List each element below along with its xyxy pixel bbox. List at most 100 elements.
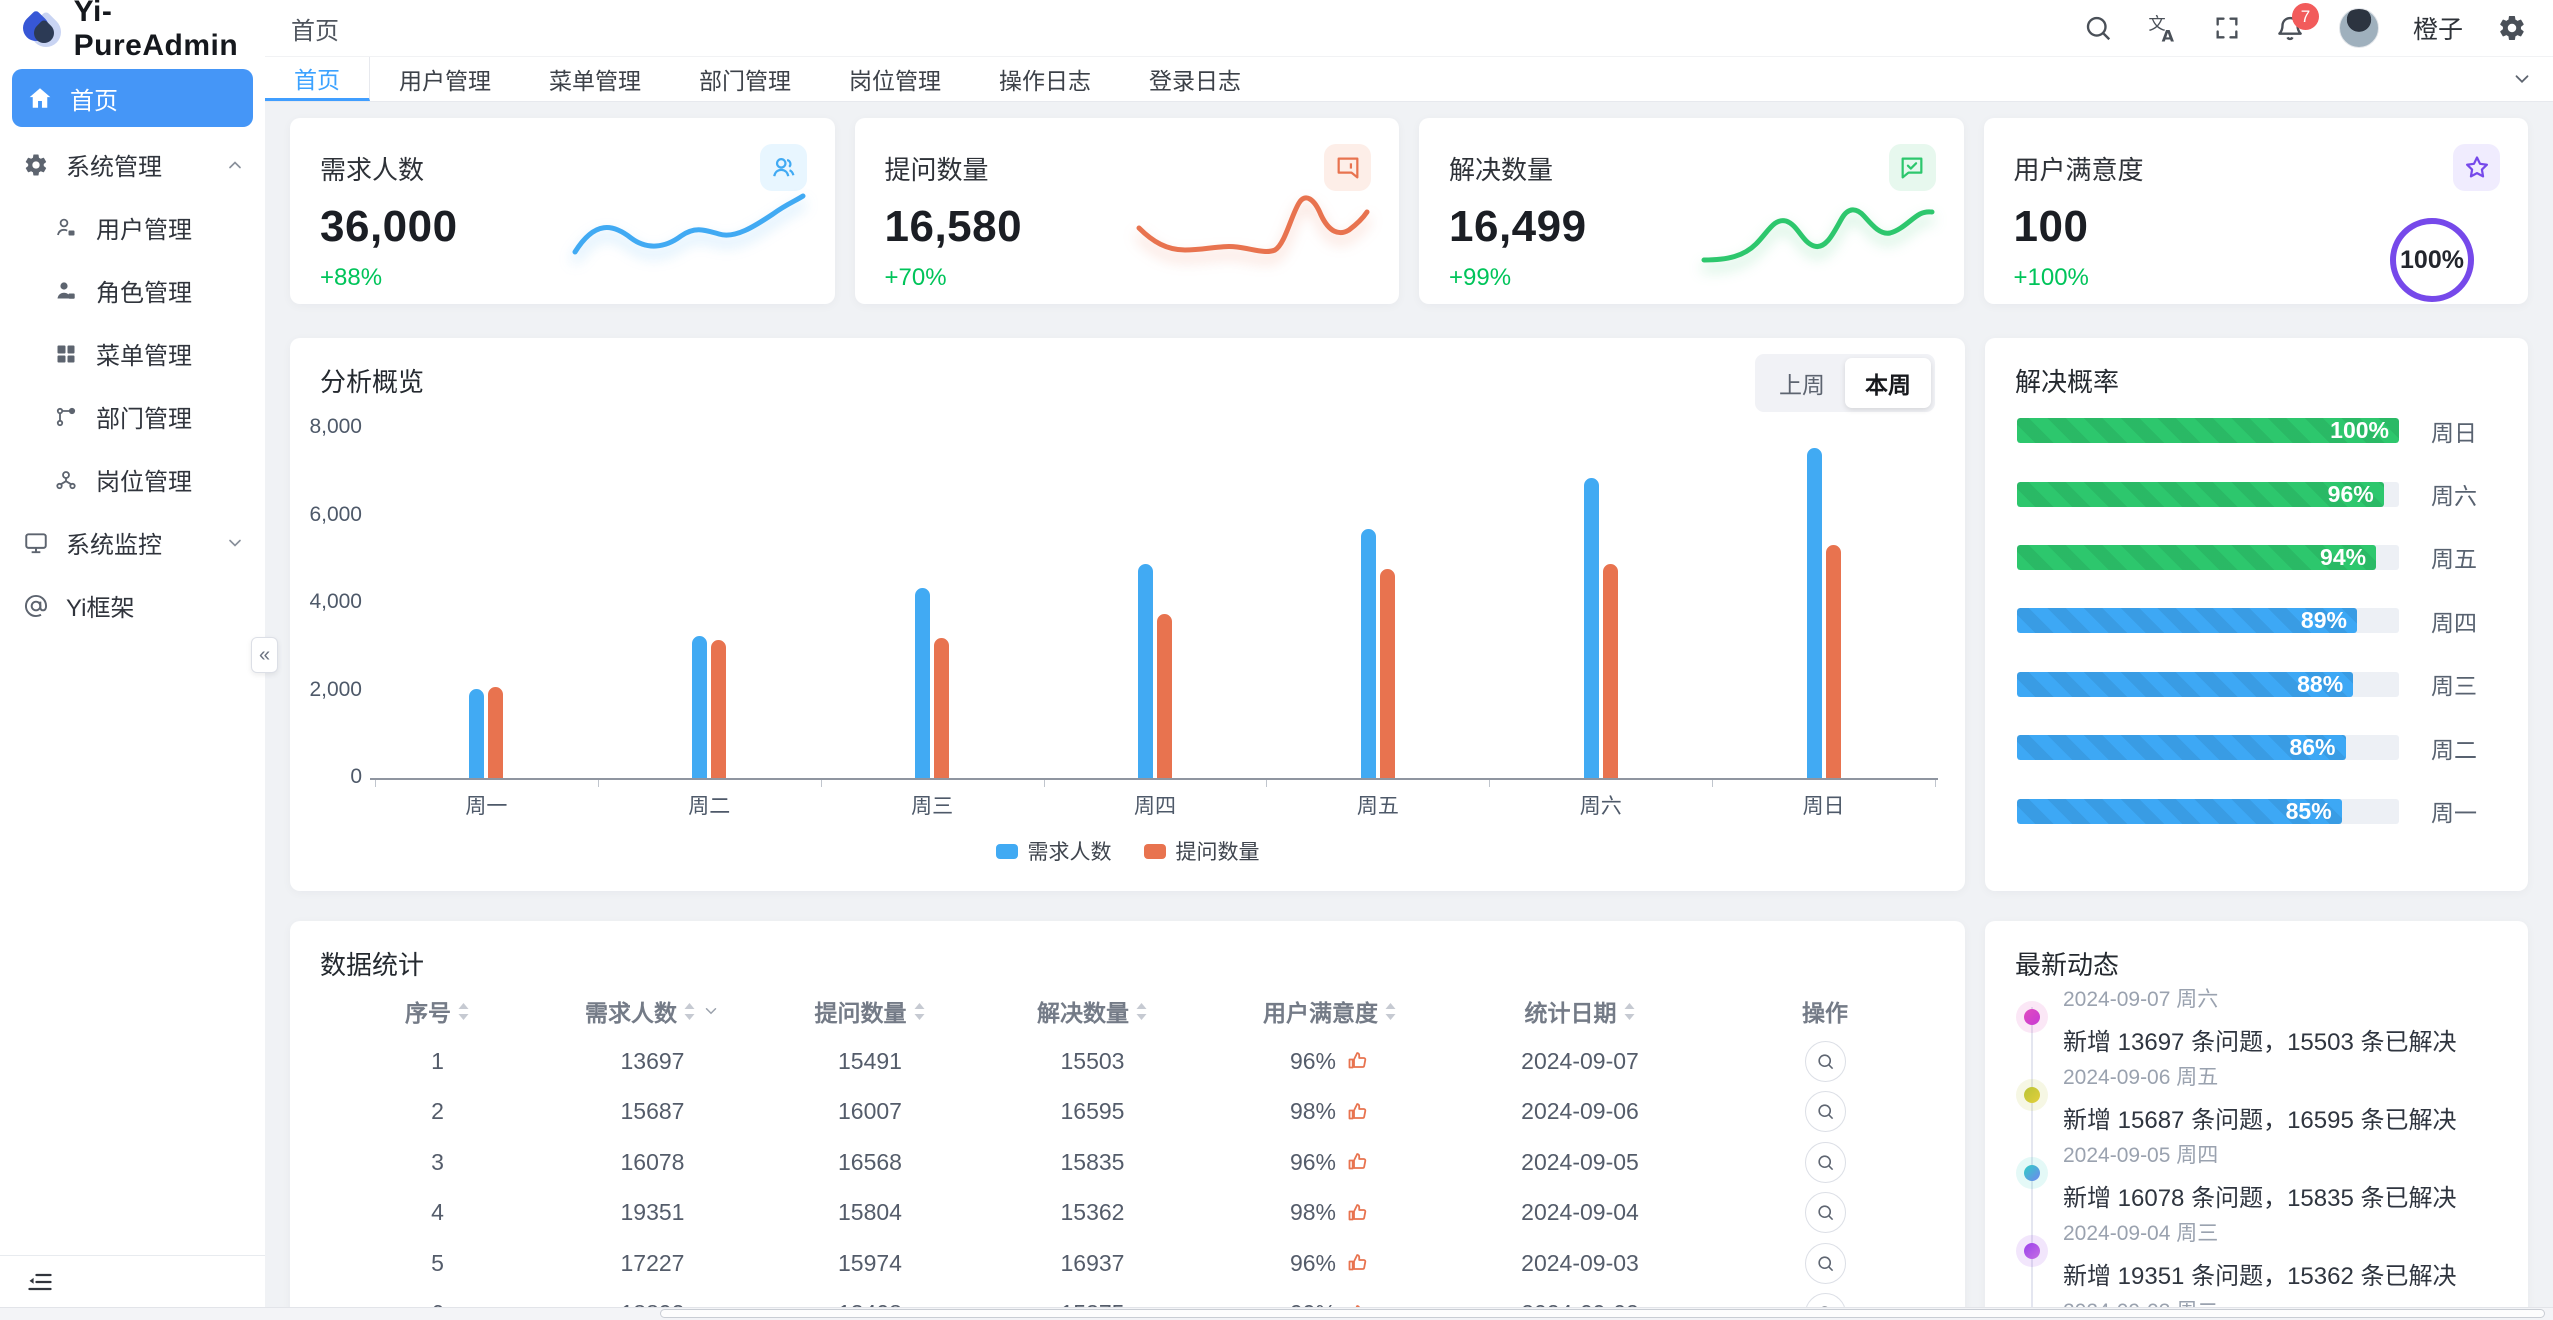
timeline-item: 2024-09-04 周三 新增 19351 条问题，15362 条已解决 <box>2024 1217 2508 1295</box>
progress-row: 89% 周四 <box>2017 589 2508 652</box>
role-user-icon <box>52 279 80 303</box>
axis-tick <box>375 778 376 787</box>
sidebar-item-label: 部门管理 <box>96 406 192 433</box>
breadcrumb[interactable]: 首页 <box>291 17 339 45</box>
cell-demand: 17227 <box>620 1249 685 1276</box>
stat-card-delta: +100% <box>2013 264 2089 291</box>
tab-item-2[interactable]: 用户管理 <box>399 68 491 94</box>
axis-tick <box>1712 778 1714 787</box>
table-header-cell[interactable]: 需求人数 <box>545 994 760 1028</box>
svg-text:文: 文 <box>2148 14 2165 34</box>
legend-item[interactable]: 需求人数 <box>995 836 1112 866</box>
chart-bar <box>469 688 485 778</box>
cell-action <box>1705 1091 1945 1133</box>
sidebar-item-label: 菜单管理 <box>96 343 192 370</box>
axis-tick <box>1266 778 1268 787</box>
axis-tick <box>1935 778 1936 787</box>
axis-tick <box>820 778 822 787</box>
x-axis-label: 周六 <box>1579 795 1622 818</box>
x-axis-label: 周四 <box>1133 795 1176 818</box>
sidebar-item-system-monitor[interactable]: 系统监控 <box>0 511 265 574</box>
settings-gear-icon[interactable] <box>2497 13 2527 43</box>
cell-no: 1 <box>431 1047 444 1074</box>
x-axis-label: 周一 <box>465 795 508 818</box>
cell-demand: 13697 <box>620 1047 685 1074</box>
thumbs-up-icon <box>1348 1153 1367 1170</box>
view-detail-button[interactable] <box>1804 1192 1846 1234</box>
range-last-week-button[interactable]: 上周 <box>1779 372 1825 398</box>
cell-satisfaction: 96% <box>1205 1149 1455 1176</box>
sidebar-item-dept-mgmt[interactable]: 部门管理 <box>0 385 265 448</box>
view-detail-button[interactable] <box>1804 1141 1846 1183</box>
legend-item[interactable]: 提问数量 <box>1143 836 1260 866</box>
tab-menu-chevron-icon[interactable] <box>2491 57 2553 101</box>
column-label: 操作 <box>1802 1000 1848 1026</box>
progress-track: 89% <box>2017 608 2399 634</box>
tab-item-6[interactable]: 操作日志 <box>999 68 1091 94</box>
progress-day-label: 周六 <box>2431 483 2477 510</box>
progress-track: 86% <box>2017 735 2399 761</box>
username[interactable]: 橙子 <box>2412 16 2463 44</box>
filter-chevron-icon <box>705 1008 717 1015</box>
table-header-cell[interactable]: 解决数量 <box>980 994 1205 1028</box>
sidebar-item-system-mgmt[interactable]: 系统管理 <box>0 133 265 196</box>
tab-bar: 首页 用户管理 菜单管理 部门管理 岗位管理 操作日志 登录日志 <box>265 57 2553 102</box>
progress-track: 100% <box>2017 418 2399 444</box>
view-detail-button[interactable] <box>1804 1091 1846 1133</box>
sidebar-item-yi-framework[interactable]: Yi框架 <box>0 574 265 637</box>
sidebar-item-label: 系统监控 <box>66 532 162 559</box>
search-icon[interactable] <box>2083 13 2113 43</box>
table-header-cell[interactable]: 提问数量 <box>760 994 980 1028</box>
tab-item-4[interactable]: 部门管理 <box>699 68 791 94</box>
bar-chart-plot <box>375 428 1936 787</box>
view-detail-button[interactable] <box>1804 1242 1846 1284</box>
app-title: Yi-PureAdmin <box>73 0 239 62</box>
cell-date: 2024-09-05 <box>1521 1148 1639 1175</box>
table-row: 3 16078 16568 15835 96% 2024-09-05 <box>330 1137 1945 1188</box>
activity-timeline: 2024-09-07 周六 新增 13697 条问题，15503 条已解决 2024… <box>2024 983 2508 1320</box>
sidebar-collapse-button[interactable] <box>0 1255 265 1307</box>
chart-legend: 需求人数 提问数量 <box>290 836 1965 866</box>
avatar[interactable] <box>2338 8 2379 48</box>
notification-bell-icon[interactable]: 7 <box>2275 3 2319 43</box>
tab-item-3[interactable]: 菜单管理 <box>549 68 641 94</box>
sidebar-expand-button[interactable]: « <box>251 637 278 673</box>
chart-bar <box>1157 613 1172 778</box>
horizontal-scrollbar-thumb[interactable] <box>660 1309 2545 1318</box>
sidebar-item-menu-mgmt[interactable]: 菜单管理 <box>0 322 265 385</box>
table-header-cell[interactable]: 统计日期 <box>1455 994 1705 1028</box>
column-label: 序号 <box>405 1000 451 1026</box>
table-body: 1 13697 15491 15503 96% 2024-09-07 2 15687 16007… <box>330 1036 1945 1320</box>
cell-questions: 16568 <box>838 1148 902 1175</box>
fullscreen-icon[interactable] <box>2213 14 2241 42</box>
y-axis-label: 8,000 <box>309 415 362 438</box>
sidebar-item-post-mgmt[interactable]: 岗位管理 <box>0 448 265 511</box>
app-logo[interactable]: Yi-PureAdmin <box>0 0 265 62</box>
tab-item-5[interactable]: 岗位管理 <box>849 68 941 94</box>
sidebar-item-role-mgmt[interactable]: 角色管理 <box>0 259 265 322</box>
progress-row: 86% 周二 <box>2017 716 2508 779</box>
chart-bar <box>711 640 727 778</box>
range-this-week-button[interactable]: 本周 <box>1845 358 1931 408</box>
sidebar-menu: 首页 系统管理 用户管理 角色管理 菜单管 <box>0 57 265 637</box>
timeline-text: 新增 19351 条问题，15362 条已解决 <box>2063 1263 2457 1290</box>
y-axis-label: 6,000 <box>309 502 362 526</box>
tab-item-1[interactable]: 首页 <box>265 57 370 101</box>
view-detail-button[interactable] <box>1804 1040 1846 1082</box>
stat-card-delta: +99% <box>1449 264 1512 291</box>
tab-item-7[interactable]: 登录日志 <box>1149 68 1241 94</box>
sidebar-item-home[interactable]: 首页 <box>12 69 253 127</box>
progress-fill: 94% <box>2017 544 2377 570</box>
menu-grid-icon <box>52 342 80 366</box>
table-header-cell[interactable]: 序号 <box>330 994 545 1028</box>
tab-list: 首页 用户管理 菜单管理 部门管理 岗位管理 操作日志 登录日志 <box>265 57 1270 101</box>
sidebar-item-label: 系统管理 <box>66 154 162 181</box>
cell-demand: 19351 <box>620 1199 685 1226</box>
cell-questions: 15491 <box>838 1047 902 1074</box>
cell-solved: 15835 <box>1060 1148 1125 1175</box>
users-icon <box>759 144 807 191</box>
table-header-cell[interactable]: 用户满意度 <box>1205 994 1455 1028</box>
sidebar-item-user-mgmt[interactable]: 用户管理 <box>0 196 265 259</box>
